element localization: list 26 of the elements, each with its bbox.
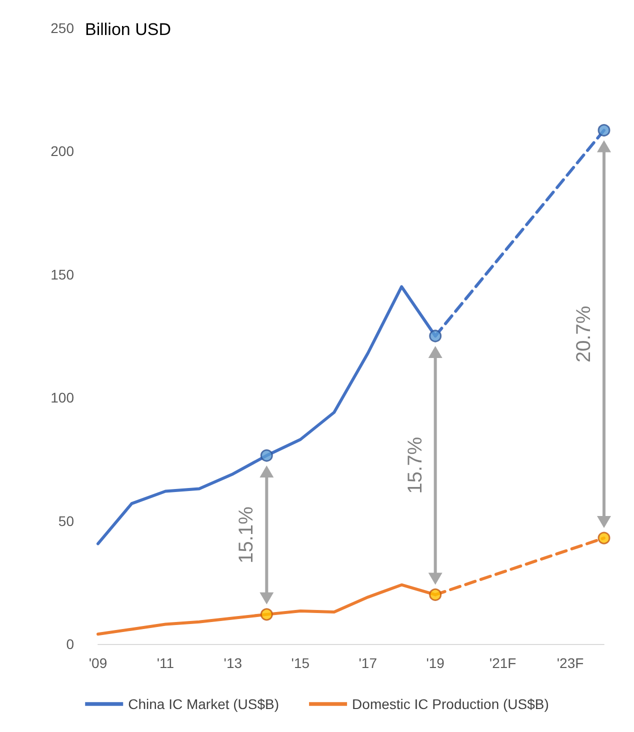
x-tick-label: '17 [358, 655, 378, 671]
y-axis-title: Billion USD [85, 20, 171, 39]
x-tick-label: '23F [556, 655, 584, 671]
annotation: 15.1% [236, 506, 258, 564]
annotation: 20.7% [573, 306, 595, 363]
x-tick-label: '19 [426, 655, 445, 671]
x-tick-label: '09 [88, 655, 108, 671]
y-tick-label: 100 [50, 390, 74, 406]
point [260, 608, 273, 621]
point [598, 124, 610, 137]
y-tick-label: 150 [50, 266, 74, 282]
y-tick-label: 0 [66, 636, 74, 652]
y-tick-label: 250 [50, 20, 74, 36]
legend-label: Domestic IC Production (US$B) [352, 696, 549, 712]
y-tick-label: 200 [50, 143, 74, 160]
point [429, 588, 442, 601]
point [429, 330, 442, 342]
annotation: 15.7% [404, 436, 426, 494]
x-tick-label: '11 [156, 655, 174, 671]
point [598, 532, 610, 544]
y-tick-label: 50 [58, 512, 74, 529]
x-tick-label: '21F [489, 655, 516, 671]
x-tick-label: '13 [224, 655, 242, 671]
point [260, 449, 273, 462]
legend-label: China IC Market (US$B) [128, 696, 280, 712]
x-tick-label: '15 [291, 655, 310, 671]
